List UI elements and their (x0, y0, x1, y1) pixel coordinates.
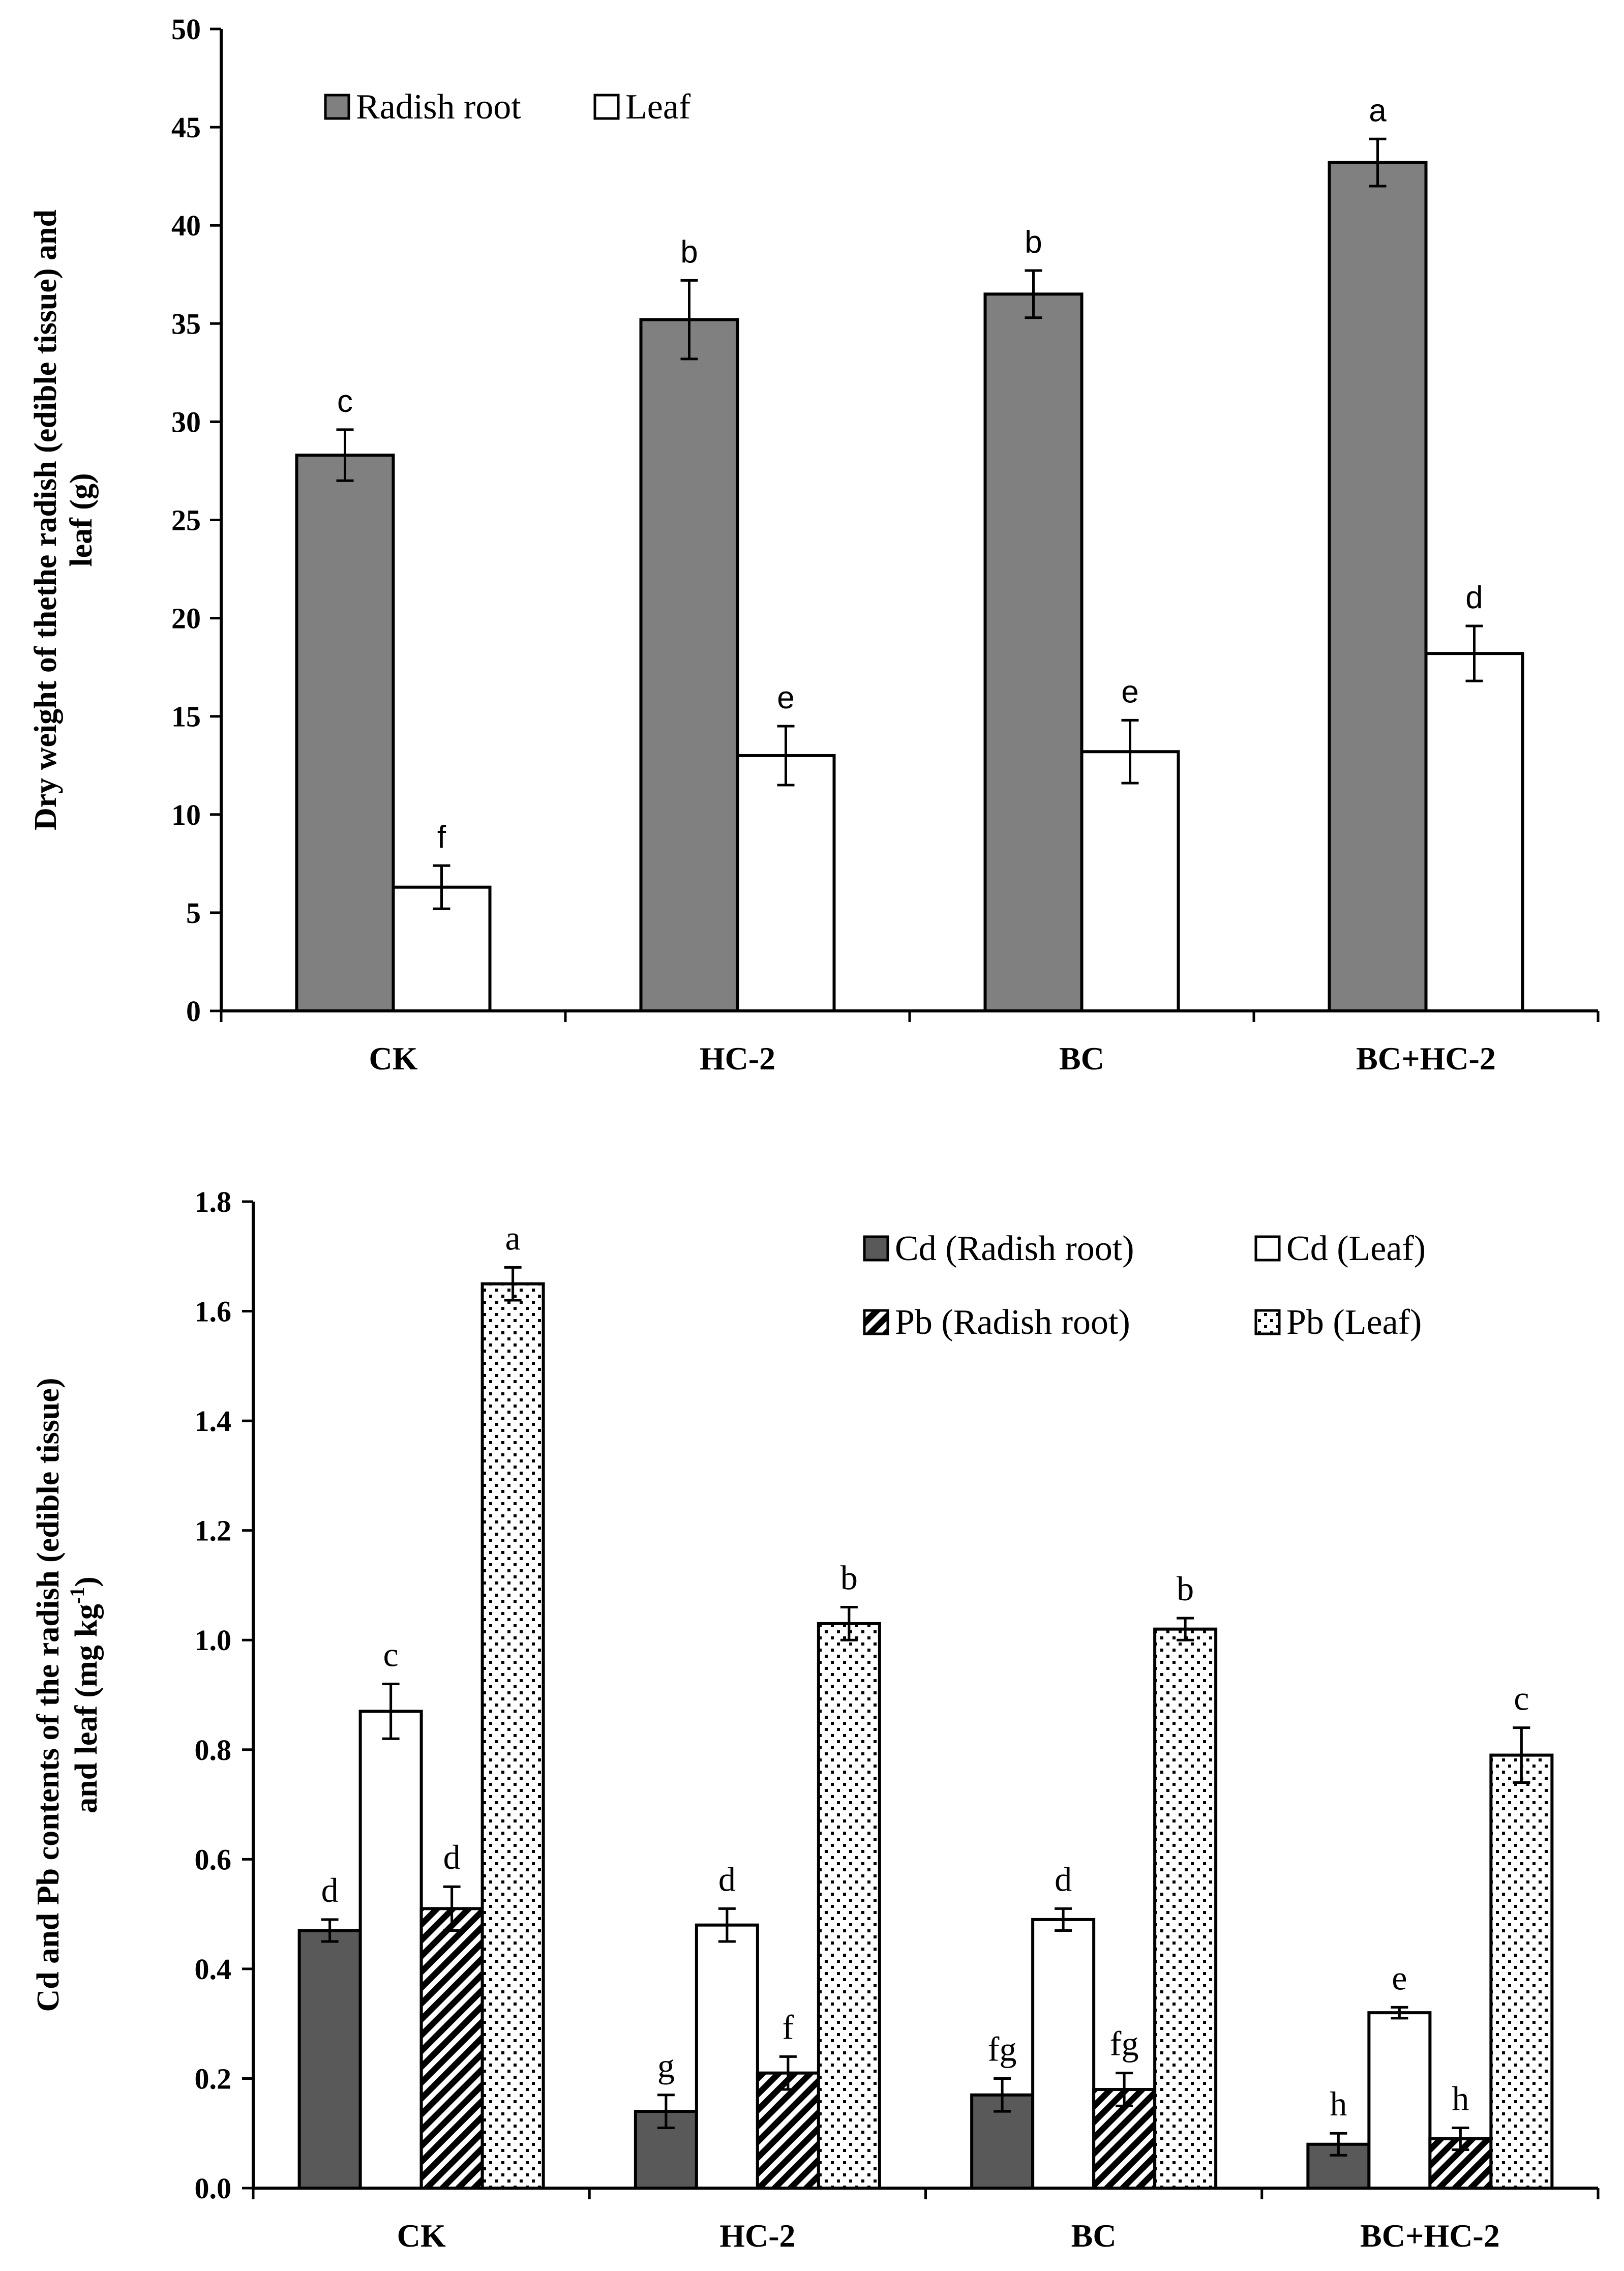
bar (1306, 2142, 1371, 2190)
legend-swatch (324, 94, 350, 120)
y-axis-label-line1: Cd and Pb contents of the radish (edible… (31, 1378, 66, 2012)
y-axis-label-text: and leaf (mg kg (69, 1604, 104, 1813)
y-tick-label: 0.6 (195, 1843, 232, 1876)
legend-swatch (1254, 1309, 1281, 1335)
y-tick-label: 35 (171, 307, 201, 340)
significance-letter: d (321, 1871, 339, 1909)
y-axis-label-close: ) (69, 1576, 104, 1587)
y-axis-label-line2: and leaf (mg kg-1) (66, 1576, 104, 1813)
x-category-label: HC-2 (719, 2218, 795, 2254)
y-tick-label: 0.8 (195, 1734, 232, 1767)
legend-label: Pb (Leaf) (1286, 1303, 1422, 1342)
y-tick-label: 0.4 (195, 1953, 232, 1986)
y-tick-label: 5 (186, 897, 201, 930)
significance-letter: fg (1110, 2024, 1139, 2063)
significance-letter: h (1330, 2084, 1347, 2123)
x-category-label: BC+HC-2 (1356, 1040, 1496, 1077)
significance-letter: fg (988, 2029, 1017, 2068)
significance-letter: d (718, 1860, 736, 1898)
cd-pb-content-chart: 0.0 0.2 0.4 0.6 0.8 1.0 1.2 1.4 1.6 1.8 CK d c d a HC-2… (31, 1185, 1600, 2254)
x-category-label: HC-2 (700, 1040, 775, 1077)
bar (1328, 161, 1428, 1013)
significance-letter: b (840, 1559, 858, 1597)
significance-letter: h (1452, 2079, 1469, 2117)
y-tick-label: 1.6 (195, 1295, 232, 1328)
significance-letter: e (777, 680, 794, 715)
bar (1031, 1918, 1096, 2190)
significance-letter: c (337, 384, 353, 419)
y-tick-label: 1.4 (195, 1405, 232, 1438)
legend-label: Pb (Radish root) (895, 1303, 1130, 1342)
legend-swatch (863, 1309, 889, 1335)
significance-letter: g (657, 2046, 675, 2085)
y-tick-label: 50 (171, 13, 201, 46)
y-tick-label: 40 (171, 209, 201, 242)
significance-letter: c (383, 1635, 399, 1674)
bar (1489, 1753, 1554, 2190)
x-category-label: BC+HC-2 (1360, 2218, 1500, 2254)
legend-swatch (593, 94, 620, 120)
bar (1153, 1627, 1218, 2190)
y-tick-label: 1.8 (195, 1185, 232, 1218)
significance-letter: d (1465, 580, 1483, 615)
bar (639, 318, 739, 1012)
legend-label: Leaf (625, 87, 691, 127)
significance-letter: d (443, 1838, 461, 1876)
bar (983, 292, 1084, 1012)
x-category-label: CK (397, 2218, 446, 2254)
legend-swatch (863, 1235, 889, 1262)
significance-letter: f (437, 820, 446, 855)
y-tick-label: 1.0 (195, 1624, 232, 1657)
bar (297, 1929, 362, 2190)
y-tick-label: 1.2 (195, 1514, 232, 1547)
legend: Cd (Radish root) Cd (Leaf) Pb (Radish root… (863, 1229, 1426, 1342)
x-category-label: BC (1059, 1040, 1104, 1077)
significance-letter: e (1121, 674, 1138, 709)
legend-label: Radish root (356, 87, 521, 127)
significance-letter: b (1025, 225, 1042, 260)
bar (817, 1622, 881, 2190)
significance-letter: a (505, 1218, 521, 1257)
legend-swatch (1254, 1235, 1281, 1262)
bar (1080, 750, 1180, 1012)
significance-letter: e (1392, 1958, 1407, 1997)
significance-letter: d (1055, 1860, 1072, 1898)
y-tick-label: 15 (171, 700, 201, 733)
bar (295, 454, 395, 1013)
bar (1424, 652, 1524, 1012)
x-category-label: CK (369, 1040, 418, 1077)
significance-letter: b (1177, 1569, 1194, 1608)
legend-label: Cd (Radish root) (895, 1229, 1134, 1268)
significance-letter: a (1369, 93, 1387, 128)
y-tick-label: 45 (171, 111, 201, 144)
bar (358, 1710, 423, 2190)
y-tick-label: 0.0 (195, 2172, 232, 2205)
bar (736, 754, 836, 1012)
y-axis-label-text: leaf (g) (64, 473, 99, 566)
significance-letter: c (1514, 1679, 1529, 1718)
x-category-label: BC (1071, 2218, 1117, 2254)
y-axis-label-line1: Dry weight of thethe radish (edible tiss… (28, 210, 63, 830)
bar (419, 1907, 484, 2190)
bar (1367, 2011, 1432, 2190)
y-tick-label: 0 (186, 995, 201, 1028)
bar (756, 2071, 820, 2190)
significance-letter: b (680, 234, 698, 270)
y-axis-label-superscript: -1 (66, 1587, 88, 1604)
bar (695, 1923, 759, 2190)
dry-weight-chart: 0 5 10 15 20 25 30 35 40 45 50 CK c f HC-2 b e BC b e BC+HC-… (28, 13, 1600, 1077)
y-axis-label-line2: leaf (g) (64, 473, 99, 566)
bar (970, 2093, 1035, 2190)
y-tick-label: 0.2 (195, 2062, 232, 2095)
y-tick-label: 20 (171, 602, 201, 635)
legend-label: Cd (Leaf) (1286, 1229, 1426, 1268)
y-tick-label: 10 (171, 798, 201, 831)
legend: Radish root Leaf (324, 87, 691, 127)
y-tick-label: 30 (171, 405, 201, 438)
y-tick-label: 25 (171, 504, 201, 537)
bar (480, 1282, 545, 2190)
significance-letter: f (783, 2008, 794, 2046)
